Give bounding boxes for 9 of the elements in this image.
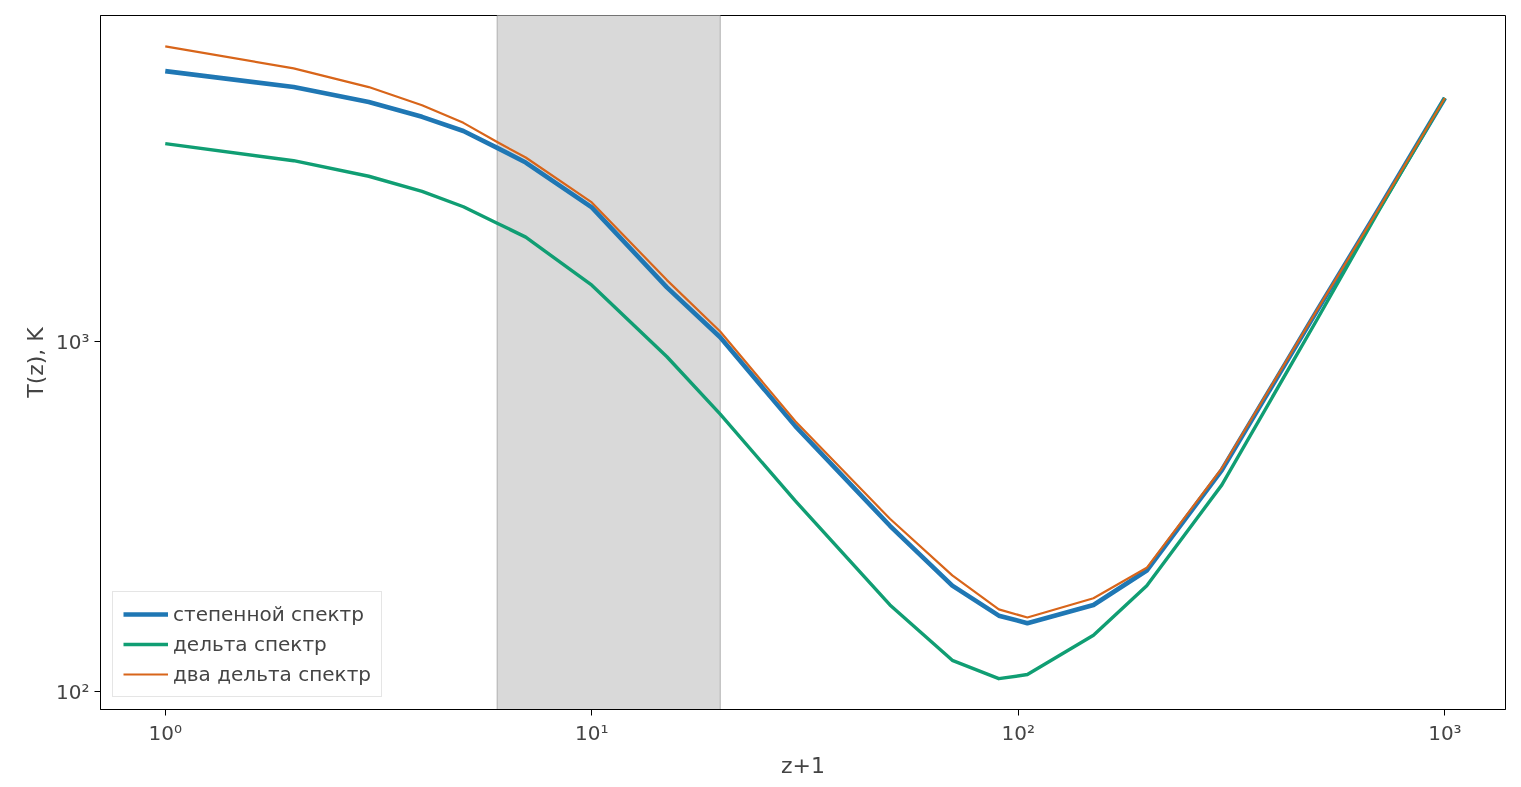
x-tick-label: 10¹ bbox=[575, 720, 609, 745]
x-tick-label: 10⁰ bbox=[148, 720, 182, 745]
x-tick-label: 10² bbox=[1001, 720, 1036, 745]
x-axis-title: z+1 bbox=[781, 752, 825, 778]
legend-label: два дельта спектр bbox=[173, 662, 371, 686]
y-axis-title: T(z), K bbox=[23, 326, 49, 399]
legend-label: степенной спектр bbox=[173, 602, 364, 626]
legend-label: дельта спектр bbox=[173, 632, 327, 656]
x-tick-label: 10³ bbox=[1428, 720, 1462, 745]
